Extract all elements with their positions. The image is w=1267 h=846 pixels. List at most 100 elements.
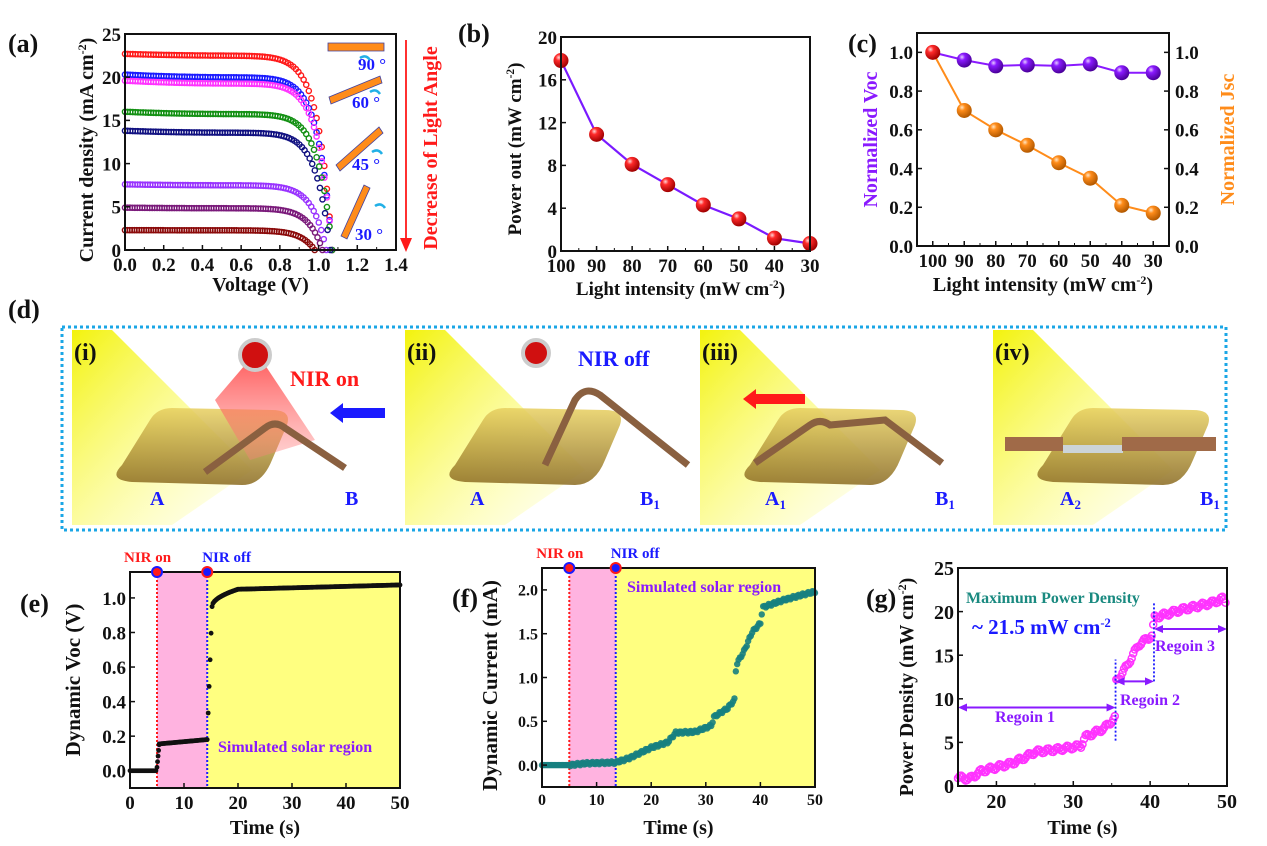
data-point [308,116,315,123]
x-tick-label: 30 [283,793,302,814]
y-tick-label: 0.8 [102,623,126,644]
series-voc [127,582,403,774]
jsc-marker [988,122,1004,138]
y-tick-label: 0.4 [889,159,913,180]
scene-1: (i) A B NIR on [72,330,385,525]
arrow-left-icon [743,389,805,409]
nir-on-region [157,572,208,788]
data-point [314,234,321,241]
x-axis-title: Light intensity (mW cm-2) [576,279,785,300]
x-tick-label: 1.0 [307,255,331,276]
data-point [324,226,331,234]
nir-on-region [569,568,616,787]
x-axis-title: Light intensity (mW cm-2) [933,273,1153,296]
data-point [709,719,716,726]
y-tick-label: 0.5 [518,714,538,731]
nir-beam-icon [215,365,315,460]
data-point [302,81,310,89]
data-point [319,196,326,203]
axis-frame [560,36,811,252]
x-tick-label: 70 [1018,251,1037,272]
data-point [731,695,738,702]
y-tick-label: 10 [934,689,954,711]
y-tick-label: 5 [944,733,954,755]
x-tick-label: 10 [175,793,194,814]
x-tick-label: 70 [658,256,677,277]
x-tick-label: 0.0 [113,255,137,276]
panel-label-b: (b) [458,19,490,48]
x-axis-title: Time (s) [230,817,300,839]
scene-label: (i) [74,340,97,366]
x-tick-label: 60 [694,256,713,277]
status-text: NIR off [578,346,650,371]
point-label-right: B1 [1200,488,1220,512]
jsc-marker [1019,137,1035,153]
data-point [315,140,323,148]
data-point [208,630,214,636]
data-point [321,187,328,195]
voc-marker [1082,56,1098,72]
nir-on-marker [151,566,163,578]
point-label-left: A [150,488,165,510]
x-tick-label: 90 [955,251,974,272]
schematic-border [60,325,1228,532]
region-arrow-head [1106,703,1116,712]
point-label-right: B [345,488,358,510]
chart-g-power-density: Regoin 1 Regoin 2 Regoin 3 Maximum Power De… [895,558,1237,839]
series-current [538,588,819,770]
region-arrow-head [1115,677,1125,686]
x-tick-label: 50 [1217,791,1237,813]
x-tick-label: 30 [698,792,714,809]
region-label: Regoin 1 [995,709,1055,726]
region-arrow-head [1218,625,1227,634]
data-point [320,235,328,243]
data-point [310,103,318,111]
x-tick-label: 90 [587,256,606,277]
x-tick-label: 1.2 [345,255,369,276]
actuator-block-icon [1005,437,1063,451]
region-label: Regoin 2 [1120,692,1180,709]
axis-frame [957,567,1228,787]
y-tick-label: 0.0 [102,762,126,783]
data-point [305,109,313,117]
data-point [302,104,310,112]
panel-label-d: (d) [8,295,40,324]
jsc-marker [956,102,972,118]
chart-c-normalized: 100 90 80 70 60 50 40 30 0.0 0.2 0.4 0.6 0.8 1.0 0.0 0.… [860,32,1239,296]
voc-marker [925,44,941,60]
angle-label: 30 ° [355,225,383,244]
y-tick-label: 0.0 [889,237,913,258]
data-point [315,163,323,170]
series-line [560,60,811,245]
x-tick-label: 40 [337,793,356,814]
bridge-icon [1063,445,1123,453]
jsc-marker [1051,155,1067,171]
y-tick-label: 1.0 [102,589,126,610]
y-axis-title: Current density (mA cm-2) [75,38,98,263]
region-arrow-head [1144,677,1154,686]
y-tick-label: 0.6 [889,121,913,142]
x-tick-label: 0.6 [229,255,253,276]
y-tick-label: 20 [102,68,121,89]
y-tick-label: 1.0 [1175,43,1199,64]
x-axis-title: Voltage (V) [212,274,308,296]
y-tick-label: 16 [538,71,557,92]
x-tick-label: 0.8 [268,255,292,276]
nir-on-marker [563,562,576,574]
nir-on-label: NIR on [124,550,172,566]
side-annotation: Decrease of Light Angle [420,46,442,250]
y-tick-label: 25 [102,25,121,46]
scene-label: (ii) [407,340,436,366]
y-tick-label: 8 [548,156,558,177]
data-point [156,748,162,753]
x-tick-label: 20 [229,793,248,814]
data-point [757,620,764,627]
y-tick-label: 0.0 [1175,237,1199,258]
y-tick-label: 0.8 [1175,82,1199,103]
series-curve-7 [121,204,326,254]
y-tick-label: 20 [538,28,557,49]
y-tick-label: 5 [112,198,122,219]
data-point [205,710,211,716]
x-tick-label: 40 [1140,791,1160,813]
data-point [308,140,315,147]
